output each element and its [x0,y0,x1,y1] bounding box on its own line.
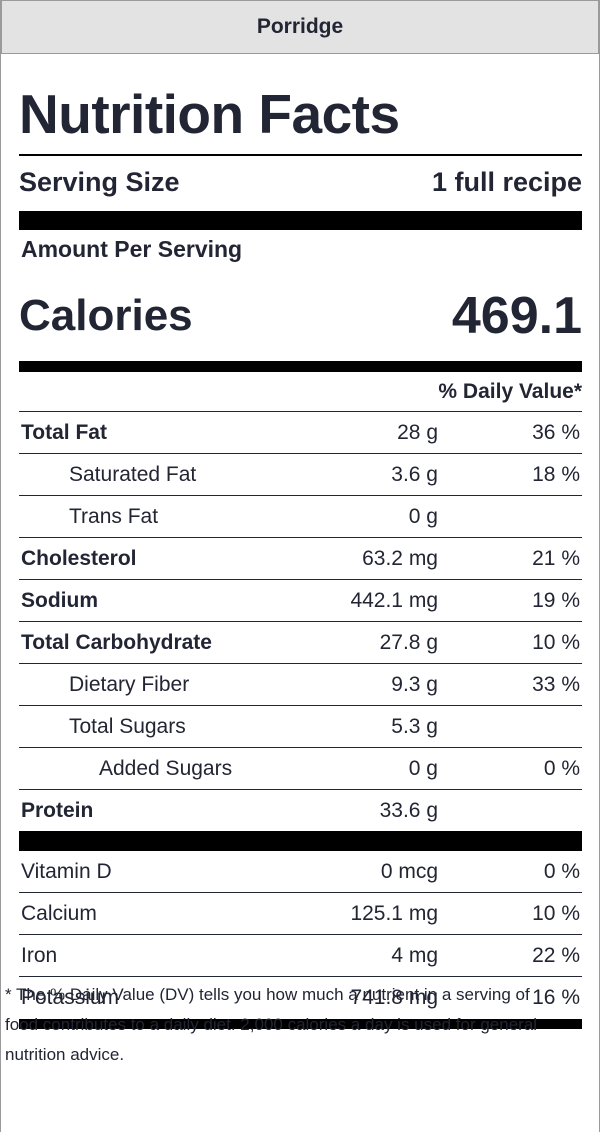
nutrient-row: Trans Fat 0 g [19,496,582,538]
nutrient-amount: 63.2 mg [362,547,438,570]
nutrient-amount: 0 mcg [380,860,438,883]
nutrient-amount: 0 g [408,505,438,528]
amount-per-serving: Amount Per Serving [21,236,243,262]
nutrient-row: Vitamin D 0 mcg 0 % [19,851,582,893]
nutrient-name: Added Sugars [99,757,233,780]
nutrient-daily-value: 10 % [532,902,580,925]
nutrient-row: Added Sugars 0 g 0 % [19,748,582,790]
recipe-name: Porridge [256,15,344,38]
row-divider [19,705,582,706]
serving-size-label: Serving Size [19,166,180,197]
nutrient-amount: 0 g [408,757,438,780]
nutrient-row: Saturated Fat 3.6 g 18 % [19,454,582,496]
nutrient-row: Total Sugars 5.3 g [19,706,582,748]
nutrient-row: Total Carbohydrate 27.8 g 10 % [19,622,582,664]
divider-medium [19,361,582,372]
row-divider [19,453,582,454]
serving-size-value: 1 full recipe [431,166,582,197]
row-divider [19,747,582,748]
nutrient-amount: 28 g [397,421,438,444]
nutrient-name: Sodium [21,589,98,612]
nutrient-row: Protein 33.6 g [19,790,582,832]
calories-row: Calories 469.1 [19,286,582,346]
nutrient-amount: 3.6 g [391,463,438,486]
divider-thin [19,154,582,156]
recipe-name-header: Porridge [1,0,599,54]
row-divider [19,579,582,580]
row-divider [19,789,582,790]
row-divider [19,621,582,622]
nutrition-facts-title: Nutrition Facts [19,83,400,145]
nutrient-name: Trans Fat [69,505,159,528]
nutrient-row: Dietary Fiber 9.3 g 33 % [19,664,582,706]
nutrient-daily-value: 36 % [532,421,580,444]
divider-medium-footnote [19,1019,582,1029]
nutrient-name: Iron [21,944,58,967]
nutrient-row: Cholesterol 63.2 mg 21 % [19,538,582,580]
nutrient-name: Protein [21,799,94,822]
nutrient-name: Dietary Fiber [69,673,190,696]
nutrient-amount: 4 mg [391,944,438,967]
nutrient-daily-value: 33 % [532,673,580,696]
nutrient-row: Calcium 125.1 mg 10 % [19,893,582,935]
row-divider [19,934,582,935]
nutrient-row: Sodium 442.1 mg 19 % [19,580,582,622]
nutrient-name: Cholesterol [21,547,137,570]
nutrient-daily-value: 19 % [532,589,580,612]
row-divider [19,537,582,538]
nutrient-daily-value: 22 % [532,944,580,967]
nutrient-daily-value: 21 % [532,547,580,570]
nutrient-daily-value: 18 % [532,463,580,486]
nutrient-daily-value: 10 % [532,631,580,654]
nutrient-name: Potassium [21,986,120,1009]
nutrient-amount: 741.8 mg [350,986,438,1009]
divider-thick-vitamins [19,831,582,851]
nutrient-daily-value: 16 % [532,986,580,1009]
daily-value-header: % Daily Value* [438,380,582,403]
nutrient-daily-value: 0 % [543,757,580,780]
nutrient-name: Total Sugars [69,715,186,738]
nutrient-row: Total Fat 28 g 36 % [19,412,582,454]
nutrient-daily-value: 0 % [543,860,580,883]
row-divider [19,892,582,893]
row-divider [19,976,582,977]
row-divider [19,411,582,412]
nutrient-name: Saturated Fat [69,463,197,486]
nutrient-name: Calcium [21,902,97,925]
row-divider [19,663,582,664]
nutrient-row: Potassium 741.8 mg 16 % [19,977,582,1019]
nutrient-name: Vitamin D [21,860,112,883]
divider-thick [19,211,582,230]
nutrient-amount: 9.3 g [391,673,438,696]
nutrient-name: Total Carbohydrate [21,631,212,654]
daily-value-footnote: * The % Daily Value (DV) tells you how m… [5,985,538,1064]
row-divider [19,495,582,496]
nutrient-amount: 442.1 mg [350,589,438,612]
serving-size-row: Serving Size 1 full recipe [19,162,582,202]
nutrient-amount: 27.8 g [379,631,438,654]
nutrient-amount: 5.3 g [391,715,438,738]
nutrient-row: Iron 4 mg 22 % [19,935,582,977]
nutrient-name: Total Fat [21,421,107,444]
calories-label: Calories [19,291,193,340]
nutrient-amount: 33.6 g [379,799,438,822]
nutrient-amount: 125.1 mg [350,902,438,925]
calories-value: 469.1 [451,287,582,345]
